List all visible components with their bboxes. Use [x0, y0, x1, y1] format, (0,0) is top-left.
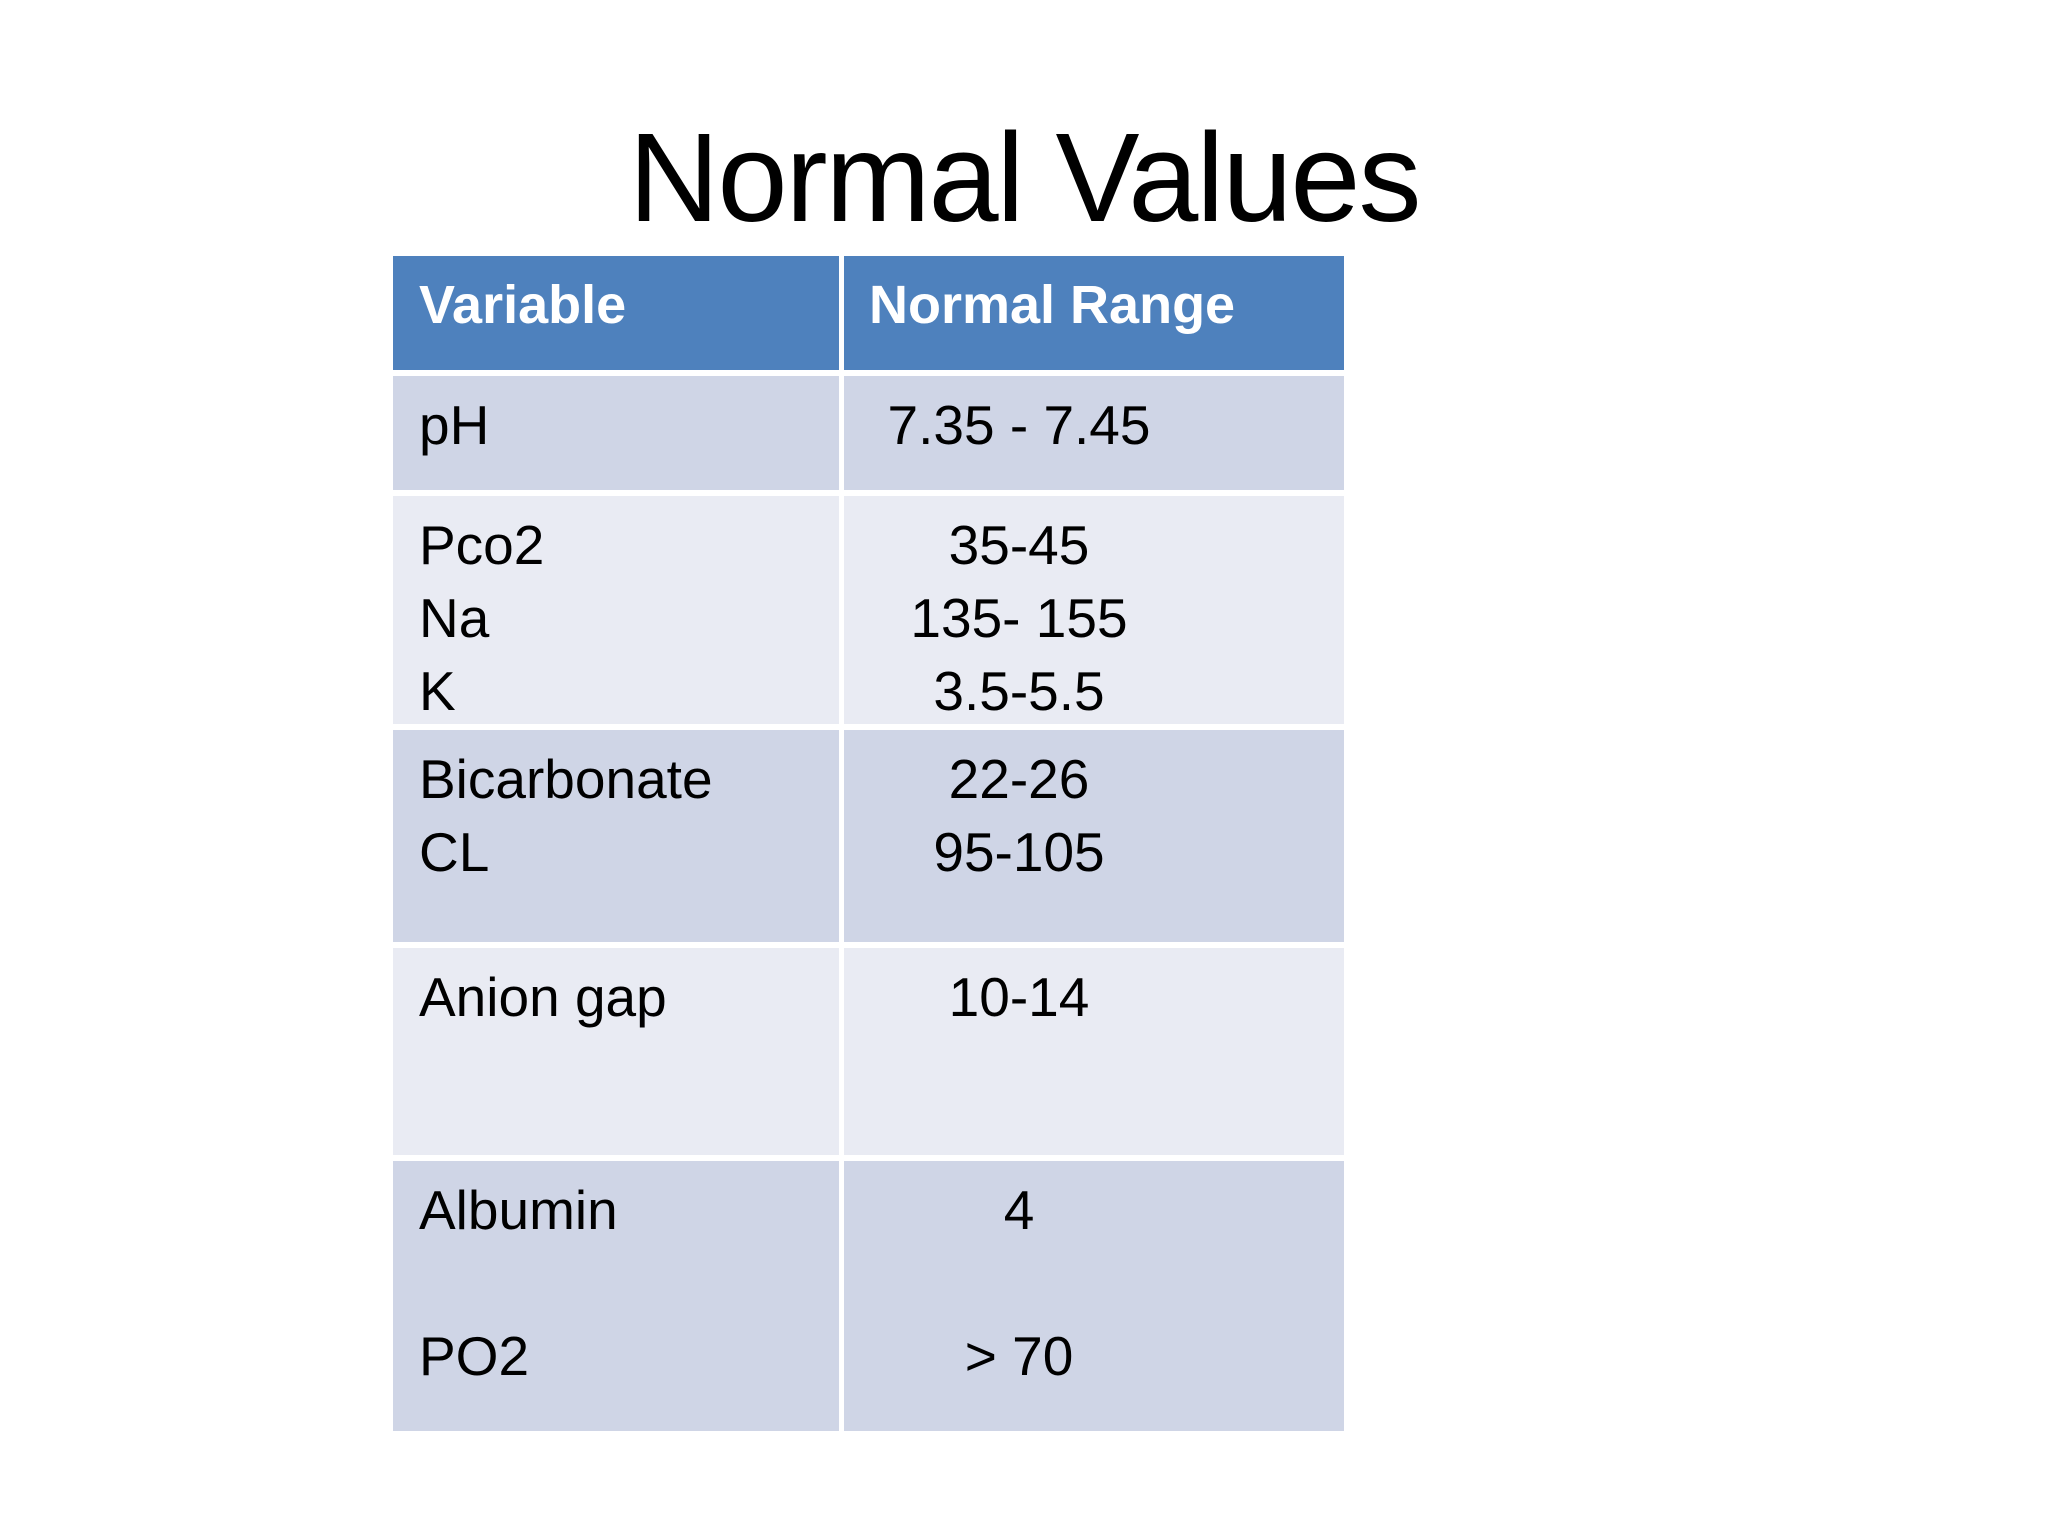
range-cell: 35-45 135- 155 3.5-5.5 [844, 496, 1344, 724]
cell-line [844, 1247, 1194, 1320]
variable-cell: Anion gap [393, 948, 839, 1155]
cell-line: 22-26 [948, 748, 1090, 810]
cell-line: 3.5-5.5 [933, 660, 1105, 722]
range-cell: 7.35 - 7.45 [844, 376, 1344, 490]
variable-cell: Pco2 Na K [393, 496, 839, 724]
cell-line: PO2 [419, 1325, 530, 1387]
cell-line: 95-105 [933, 821, 1105, 883]
cell-line [419, 1247, 839, 1320]
cell-line: Anion gap [419, 966, 667, 1028]
variable-cell: Bicarbonate CL [393, 730, 839, 942]
variable-cell: Albumin PO2 [393, 1161, 839, 1431]
cell-line: 4 [1003, 1179, 1035, 1241]
table-row-ph: pH 7.35 - 7.45 [393, 376, 1344, 490]
normal-values-table: Variable Normal Range pH 7.35 - 7.45 Pco… [393, 256, 1344, 1431]
cell-line: Na [419, 587, 490, 649]
column-header-normal-range: Normal Range [844, 256, 1344, 370]
variable-cell: pH [393, 376, 839, 490]
cell-line: Albumin [419, 1179, 618, 1241]
column-header-variable: Variable [393, 256, 839, 370]
range-cell: 4 > 70 [844, 1161, 1344, 1431]
cell-line: pH [419, 394, 490, 456]
cell-line: 10-14 [948, 966, 1090, 1028]
cell-line: Bicarbonate [419, 748, 713, 810]
table-row-albumin-po2: Albumin PO2 4 > 70 [393, 1161, 1344, 1431]
range-cell: 10-14 [844, 948, 1344, 1155]
cell-line: CL [419, 821, 490, 883]
table-row-bicarbonate-cl: Bicarbonate CL 22-26 95-105 [393, 730, 1344, 942]
cell-line: K [419, 660, 456, 722]
cell-line: 35-45 [948, 514, 1090, 576]
range-cell: 22-26 95-105 [844, 730, 1344, 942]
table-row-anion-gap: Anion gap 10-14 [393, 948, 1344, 1155]
table-header-row: Variable Normal Range [393, 256, 1344, 370]
cell-line: 7.35 - 7.45 [887, 394, 1151, 456]
table-row-pco2-na-k: Pco2 Na K 35-45 135- 155 3.5-5.5 [393, 496, 1344, 724]
slide-title: Normal Values [628, 107, 1422, 248]
cell-line: > 70 [964, 1325, 1074, 1387]
cell-line: Pco2 [419, 514, 545, 576]
cell-line: 135- 155 [910, 587, 1128, 649]
